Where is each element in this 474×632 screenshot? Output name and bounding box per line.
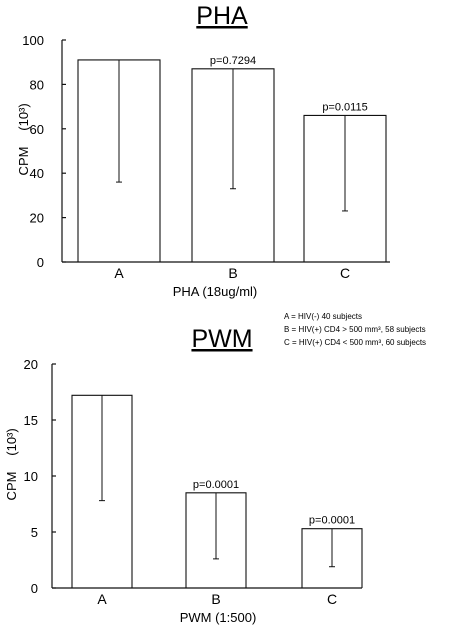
legend-entry-a: A = HIV(-) 40 subjects — [284, 312, 362, 321]
y-tick-label: 5 — [31, 525, 38, 540]
chart-title: PHA — [196, 2, 248, 30]
category-labels: A B C — [114, 265, 350, 281]
x-axis-label: PWM (1:500) — [180, 610, 257, 625]
y-tick-label: 100 — [22, 33, 44, 48]
legend: A = HIV(-) 40 subjects B = HIV(+) CD4 > … — [284, 312, 426, 347]
y-label-unit: (10³) — [16, 103, 31, 130]
p-value-labels: p=0.0001 p=0.0001 — [193, 479, 355, 527]
y-tick-label: 10 — [24, 469, 38, 484]
category-label-c: C — [340, 265, 350, 281]
y-axis-label: CPM (10³) — [4, 428, 19, 500]
bars — [77, 59, 387, 262]
chart-pwm: PWM CPM (10³) PWM (1:500) 0 5 10 15 20 A B C p… — [4, 325, 363, 625]
category-label-c: C — [327, 591, 337, 607]
legend-entry-c: C = HIV(+) CD4 < 500 mm³, 60 subjects — [284, 338, 426, 347]
category-label-b: B — [228, 265, 237, 281]
chart-pha: PHA CPM (10³) PHA (18ug/ml) 0 20 40 60 80 100… — [16, 2, 390, 299]
y-tick-label: 0 — [31, 581, 38, 596]
p-value-label: p=0.0001 — [309, 515, 355, 527]
category-label-a: A — [114, 265, 124, 281]
legend-entry-b: B = HIV(+) CD4 > 500 mm³, 58 subjects — [284, 325, 426, 334]
y-tick-label: 60 — [30, 122, 44, 137]
category-label-b: B — [211, 591, 220, 607]
y-tick-label: 20 — [30, 211, 44, 226]
p-value-label: p=0.0001 — [193, 479, 239, 491]
y-label-unit: (10³) — [4, 428, 19, 455]
p-value-label: p=0.0115 — [322, 101, 367, 113]
category-labels: A B C — [97, 591, 337, 607]
y-ticks: 0 20 40 60 80 100 — [22, 33, 66, 270]
y-label: CPM — [4, 472, 19, 501]
y-tick-label: 80 — [30, 77, 44, 92]
p-value-labels: p=0.7294 p=0.0115 — [210, 55, 368, 114]
category-label-a: A — [97, 591, 107, 607]
y-tick-label: 20 — [24, 357, 38, 372]
chart-title: PWM — [191, 325, 252, 353]
bars — [71, 394, 363, 588]
p-value-label: p=0.7294 — [210, 55, 256, 67]
y-tick-label: 15 — [24, 413, 38, 428]
y-tick-label: 40 — [30, 166, 44, 181]
y-tick-label: 0 — [37, 255, 44, 270]
x-axis-label: PHA (18ug/ml) — [173, 284, 258, 299]
y-axis-label: CPM (10³) — [16, 103, 31, 175]
y-ticks: 0 5 10 15 20 — [24, 357, 56, 596]
y-label: CPM — [16, 147, 31, 176]
